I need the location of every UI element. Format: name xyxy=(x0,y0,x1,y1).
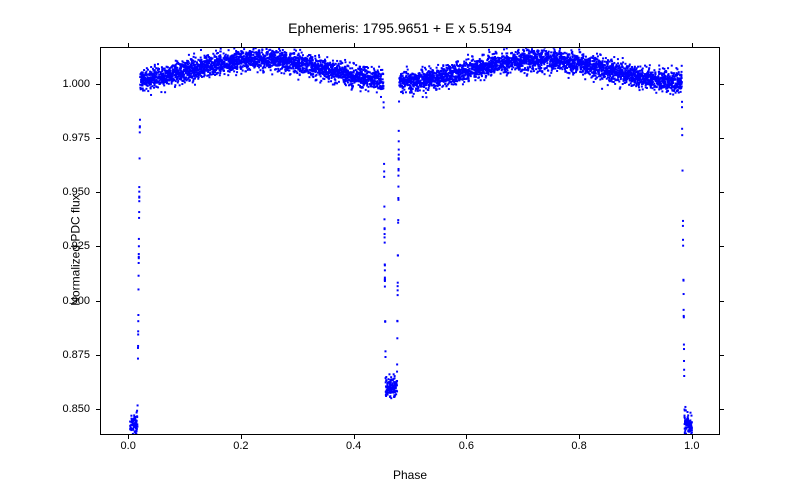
xtick-mark xyxy=(128,435,129,439)
ytick-mark xyxy=(720,138,724,139)
ytick-label: 0.975 xyxy=(62,132,90,144)
ytick-mark xyxy=(96,409,100,410)
xtick-mark xyxy=(692,435,693,439)
chart-container: Ephemeris: 1795.9651 + E x 5.5194 Normal… xyxy=(0,0,800,500)
ytick-mark xyxy=(96,138,100,139)
xtick-mark xyxy=(128,43,129,47)
ytick-label: 0.900 xyxy=(62,295,90,307)
ytick-mark xyxy=(720,355,724,356)
xtick-mark xyxy=(354,435,355,439)
ytick-label: 0.850 xyxy=(62,403,90,415)
xtick-label: 0.2 xyxy=(233,440,248,452)
xtick-mark xyxy=(241,43,242,47)
xtick-label: 0.4 xyxy=(346,440,361,452)
xtick-mark xyxy=(466,435,467,439)
xtick-label: 0.8 xyxy=(571,440,586,452)
x-axis-label: Phase xyxy=(100,468,720,482)
xtick-mark xyxy=(579,435,580,439)
ytick-mark xyxy=(96,192,100,193)
ytick-mark xyxy=(720,409,724,410)
xtick-label: 0.6 xyxy=(459,440,474,452)
xtick-mark xyxy=(466,43,467,47)
xtick-label: 0.0 xyxy=(121,440,136,452)
ytick-label: 0.875 xyxy=(62,349,90,361)
ytick-mark xyxy=(96,246,100,247)
ytick-mark xyxy=(96,84,100,85)
ytick-mark xyxy=(96,355,100,356)
chart-title: Ephemeris: 1795.9651 + E x 5.5194 xyxy=(0,20,800,36)
xtick-label: 1.0 xyxy=(684,440,699,452)
xtick-mark xyxy=(354,43,355,47)
scatter-plot-svg xyxy=(101,48,719,434)
xtick-mark xyxy=(241,435,242,439)
ytick-mark xyxy=(96,301,100,302)
ytick-mark xyxy=(720,192,724,193)
ytick-mark xyxy=(720,246,724,247)
xtick-mark xyxy=(692,43,693,47)
ytick-label: 1.000 xyxy=(62,78,90,90)
plot-area xyxy=(100,47,720,435)
ytick-mark xyxy=(720,301,724,302)
xtick-mark xyxy=(579,43,580,47)
ytick-mark xyxy=(720,84,724,85)
ytick-label: 0.925 xyxy=(62,240,90,252)
ytick-label: 0.950 xyxy=(62,186,90,198)
